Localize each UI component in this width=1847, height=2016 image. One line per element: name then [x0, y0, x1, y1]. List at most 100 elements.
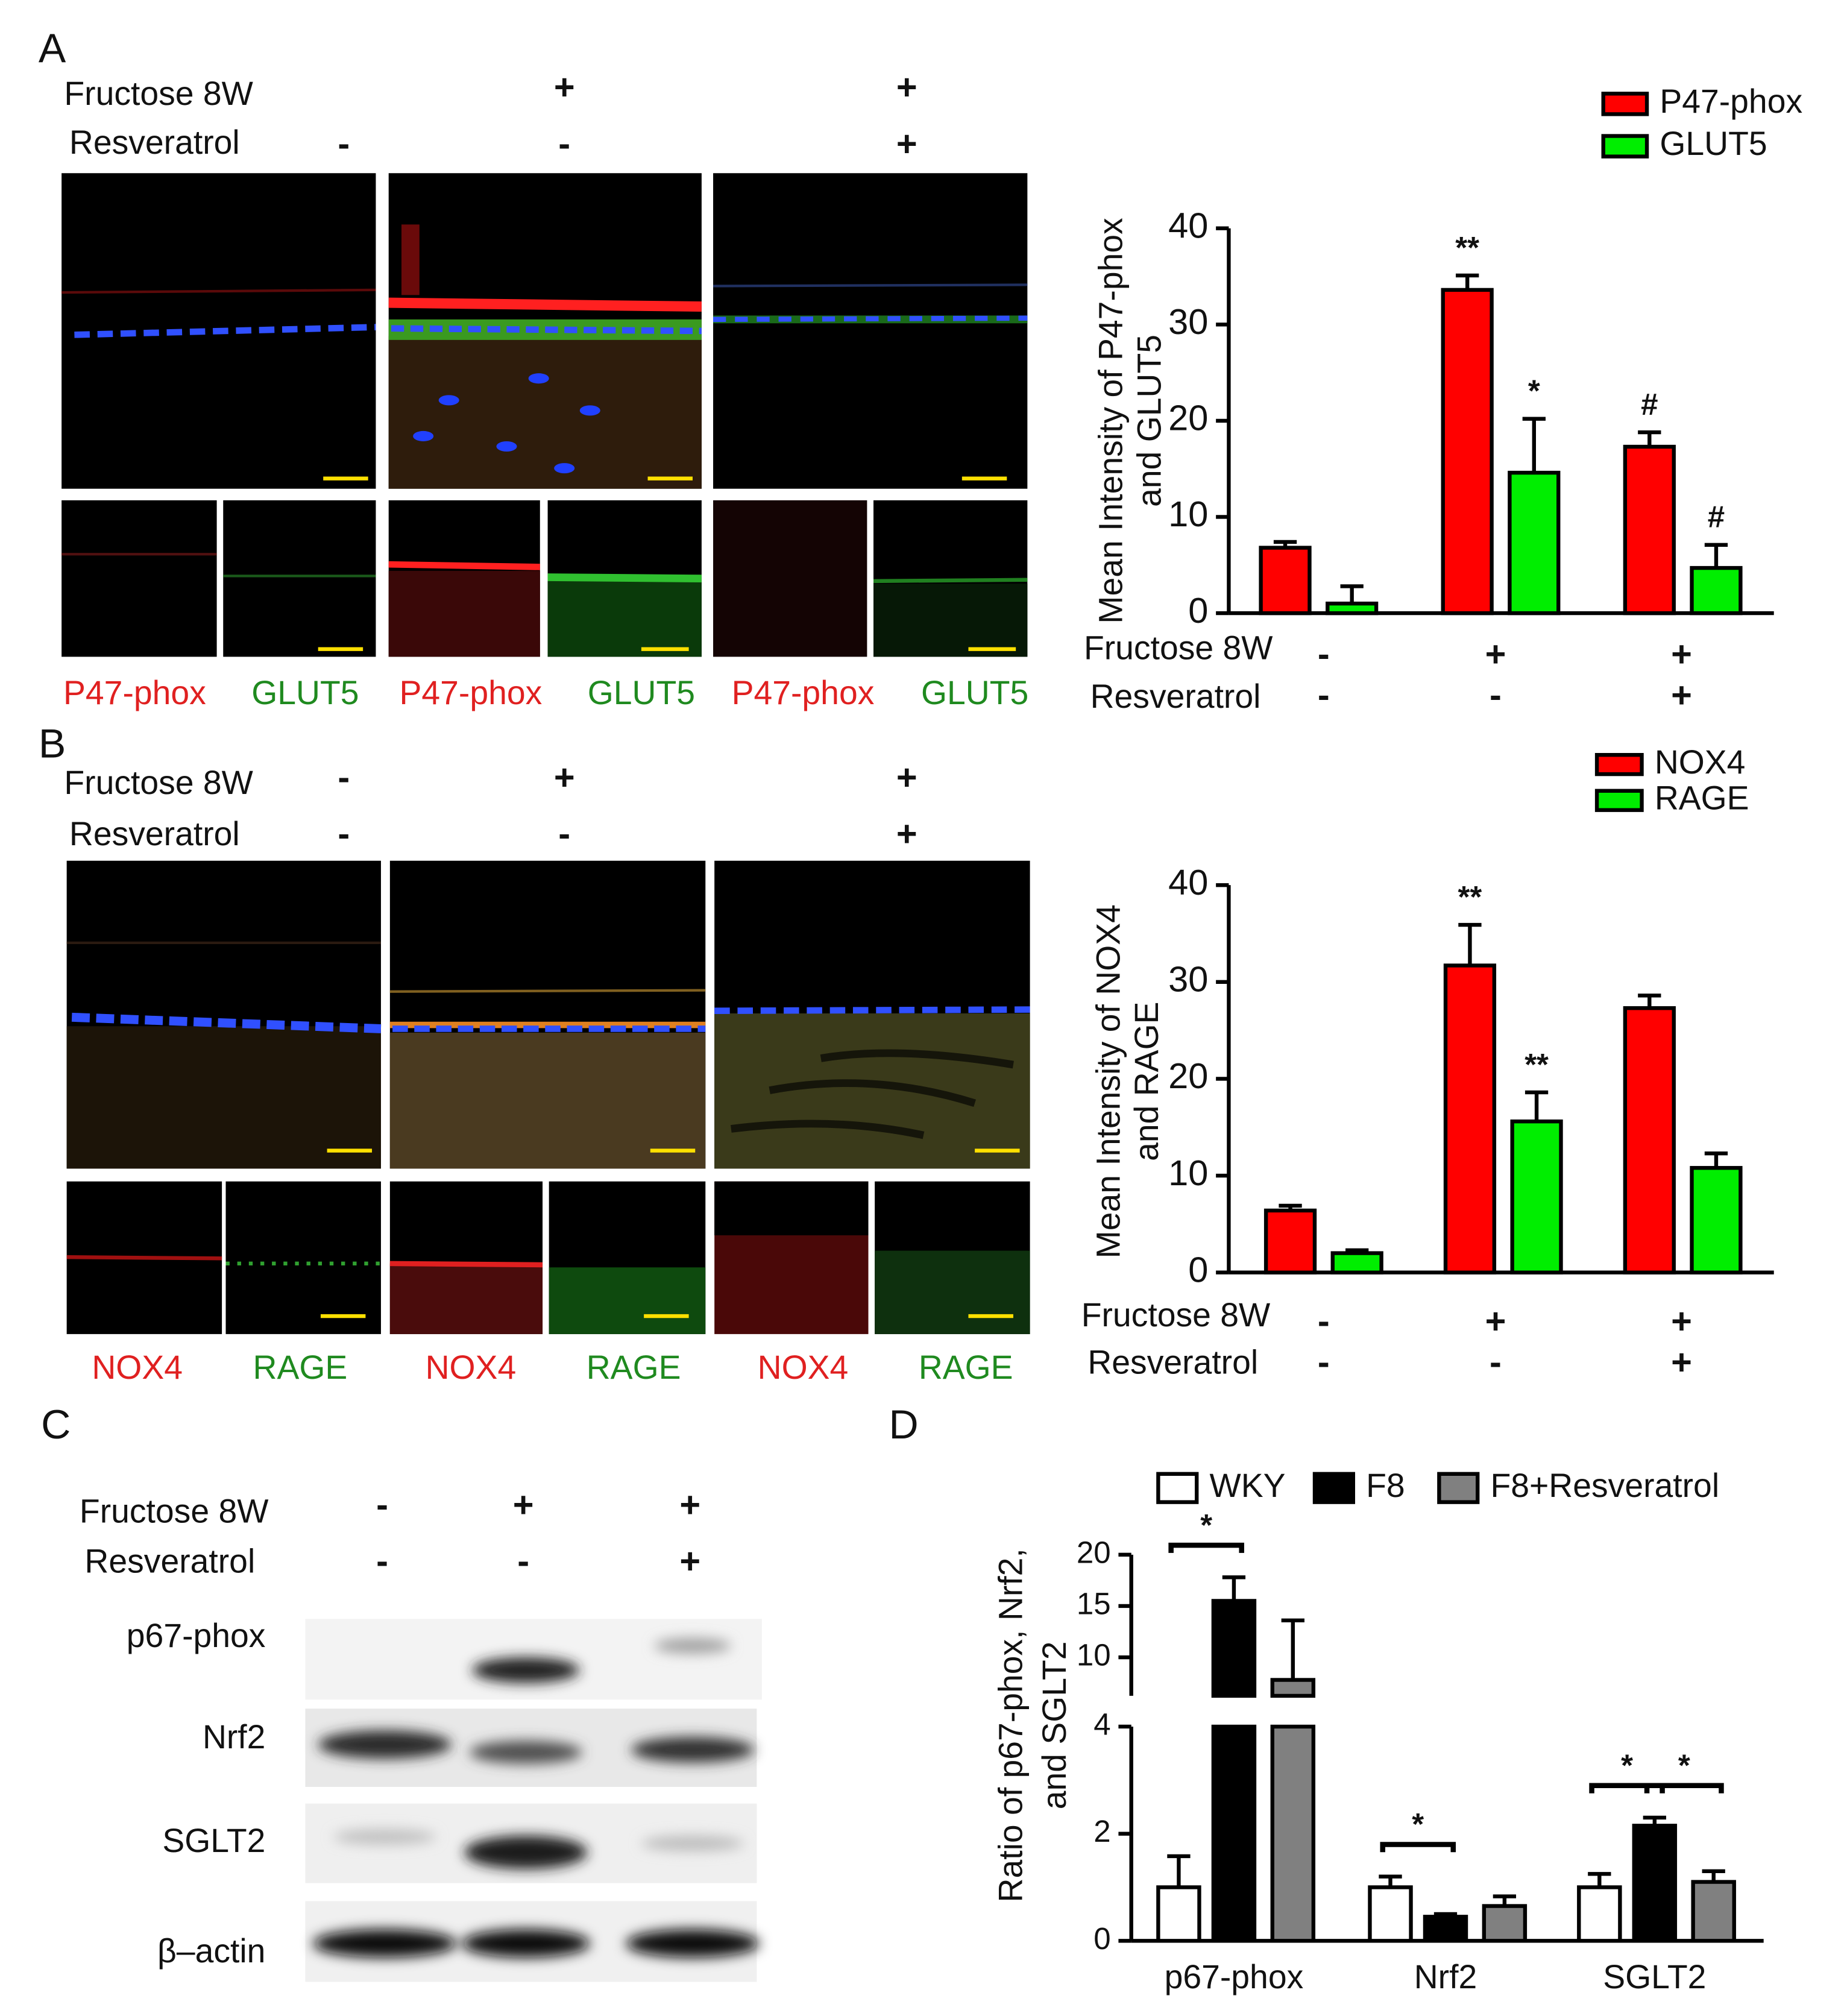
condition-sign: +: [554, 67, 575, 107]
condition-sign: -: [376, 1540, 388, 1581]
condition-label: Fructose 8W: [1081, 1296, 1271, 1334]
image-detail: [731, 1049, 1014, 1139]
condition-label: Resveratrol: [1087, 1344, 1258, 1381]
channel-label: GLUT5: [921, 674, 1028, 711]
panel-letter: C: [41, 1402, 71, 1447]
bar: [1623, 444, 1676, 616]
legend-swatch: [1601, 134, 1649, 159]
image-detail: [74, 324, 376, 338]
channel-label: RAGE: [919, 1349, 1013, 1386]
error-bar: [1345, 1248, 1369, 1253]
bar: [1510, 1119, 1563, 1274]
condition-sign: -: [1490, 1342, 1502, 1382]
image-detail: [713, 283, 1028, 288]
y-tick-label: 10: [1168, 1153, 1208, 1193]
blot-label: Nrf2: [203, 1718, 266, 1756]
y-tick-label: 20: [1168, 398, 1208, 438]
condition-sign: +: [554, 757, 575, 797]
image-detail: [401, 224, 420, 295]
error-bar: [1281, 1618, 1304, 1680]
error-bar: [1222, 1575, 1246, 1601]
condition-sign: +: [1671, 1342, 1692, 1382]
channel-label: RAGE: [253, 1349, 348, 1386]
bar: [1263, 1208, 1317, 1274]
bar: [1508, 470, 1561, 616]
significance-bracket: [1644, 1783, 1724, 1794]
image-detail: [391, 325, 702, 335]
channel-label: P47-phox: [732, 674, 875, 711]
channel-label: GLUT5: [251, 674, 359, 711]
western-blot: [305, 1619, 762, 1982]
condition-sign: +: [896, 67, 917, 107]
image-detail: [714, 1006, 1030, 1015]
micrographs-b: [66, 860, 1030, 1334]
channel-label: NOX4: [92, 1349, 183, 1386]
blot-bands: [313, 1638, 760, 1958]
condition-sign: -: [376, 1484, 388, 1525]
legend-label: GLUT5: [1660, 125, 1767, 162]
significance-label: *: [1528, 374, 1540, 408]
bar: [1259, 546, 1312, 616]
significance-label: #: [1708, 500, 1725, 534]
image-detail: [714, 1013, 1030, 1169]
error-bar: [1433, 1912, 1458, 1917]
blot-label: p67-phox: [127, 1617, 266, 1654]
image-detail: [389, 1032, 706, 1169]
image-detail: [549, 1267, 706, 1334]
y-axis-label: Mean Intensity of P47-phox: [1092, 218, 1130, 624]
y-tick-label: 20: [1168, 1056, 1208, 1096]
legend-swatch: [1594, 789, 1644, 812]
significance-label: *: [1678, 1748, 1690, 1782]
error-bar: [1524, 1090, 1549, 1122]
significance-label: *: [1621, 1748, 1633, 1782]
y-axis-label: Ratio of p67-phox, Nrf2,: [992, 1548, 1030, 1902]
error-bar: [1522, 417, 1546, 473]
error-bar: [1273, 540, 1297, 548]
condition-sign: +: [679, 1540, 700, 1581]
y-tick-label: 2: [1093, 1814, 1110, 1848]
significance-bracket: [1380, 1842, 1456, 1853]
y-tick-label: 0: [1188, 1249, 1208, 1290]
condition-sign: +: [896, 813, 917, 854]
image-detail: [66, 1255, 222, 1261]
condition-sign: -: [338, 123, 350, 163]
error-bar: [1638, 994, 1661, 1009]
image-detail: [389, 1263, 543, 1334]
bar: [1691, 1880, 1736, 1943]
condition-sign: +: [1671, 675, 1692, 715]
error-bar: [1456, 273, 1479, 290]
legend-label: RAGE: [1655, 779, 1749, 816]
channel-label: RAGE: [587, 1349, 681, 1386]
legend-swatch: [1601, 92, 1649, 116]
error-bar: [1704, 543, 1728, 569]
image-detail: [388, 336, 702, 489]
legend-label: P47-phox: [1660, 83, 1802, 120]
y-tick-label: 4: [1093, 1707, 1110, 1741]
channel-label: P47-phox: [400, 674, 543, 711]
significance-label: **: [1455, 230, 1479, 265]
x-tick-label: Nrf2: [1414, 1958, 1477, 1996]
error-bar: [1340, 584, 1364, 604]
significance-label: *: [1200, 1508, 1212, 1542]
bar: [1326, 601, 1379, 616]
condition-label: Resveratrol: [69, 815, 240, 852]
legend-swatch: [1437, 1472, 1480, 1504]
y-axis-label: and GLUT5: [1130, 335, 1168, 507]
legend-swatch: [1312, 1472, 1355, 1504]
error-bar: [1704, 1151, 1728, 1168]
condition-sign: -: [1318, 675, 1330, 715]
bar: [1482, 1904, 1528, 1943]
bar: [1156, 1885, 1201, 1943]
condition-sign: +: [513, 1484, 534, 1525]
nuclei: [413, 373, 600, 474]
y-tick-label: 10: [1077, 1638, 1111, 1672]
condition-sign: -: [1318, 1342, 1330, 1382]
image-detail: [388, 570, 540, 657]
legend-label: F8+Resveratrol: [1490, 1467, 1719, 1504]
error-bar: [1493, 1894, 1517, 1906]
bar: [1632, 1824, 1678, 1943]
y-tick-label: 15: [1077, 1586, 1111, 1621]
bar: [1270, 1678, 1316, 1698]
image-detail: [388, 297, 702, 312]
significance-bracket: [1589, 1783, 1665, 1794]
